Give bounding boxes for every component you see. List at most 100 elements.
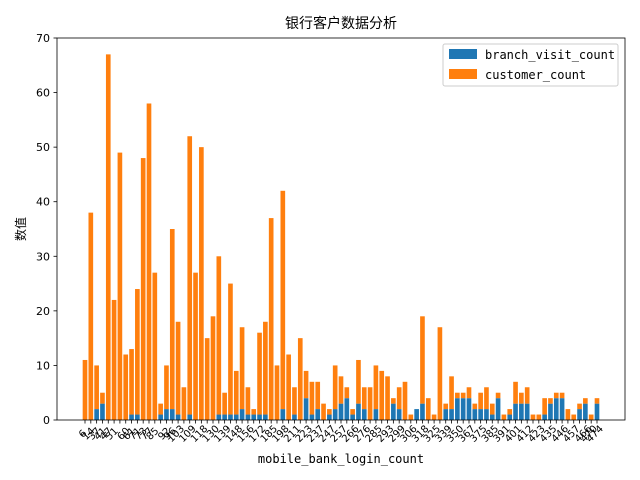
bar-customer-count	[158, 403, 163, 415]
bar-customer-count	[274, 365, 280, 420]
bar-customer-count	[553, 392, 559, 399]
bar-branch-visit-count	[420, 403, 425, 420]
bar-branch-visit-count	[484, 409, 489, 420]
bar-branch-visit-count	[280, 409, 286, 420]
legend-swatch-customer-count	[449, 69, 477, 79]
bar-customer-count	[356, 359, 361, 404]
bar-branch-visit-count	[94, 409, 99, 420]
bar-customer-count	[263, 321, 268, 415]
bar-branch-visit-count	[472, 409, 478, 420]
bar-customer-count	[519, 392, 524, 404]
bar-branch-visit-count	[129, 414, 134, 420]
bar-customer-count	[233, 370, 239, 415]
bar-customer-count	[588, 414, 594, 420]
bar-customer-count	[344, 387, 350, 399]
bar-customer-count	[327, 409, 332, 415]
bar-customer-count	[140, 158, 146, 420]
bar-customer-count	[542, 398, 547, 415]
bar-branch-visit-count	[309, 414, 315, 420]
bar-branch-visit-count	[594, 403, 600, 420]
bar-customer-count	[431, 414, 437, 420]
bar-branch-visit-count	[478, 409, 483, 420]
bar-customer-count	[286, 354, 291, 420]
bar-customer-count	[82, 359, 88, 420]
y-tick-label: 0	[43, 414, 50, 427]
bar-customer-count	[402, 381, 408, 420]
bar-customer-count	[565, 409, 571, 420]
bar-branch-visit-count	[245, 414, 251, 420]
bar-customer-count	[292, 387, 297, 415]
bar-branch-visit-count	[583, 403, 588, 420]
bar-customer-count	[373, 365, 379, 410]
bar-branch-visit-count	[239, 409, 245, 420]
bar-customer-count	[391, 398, 396, 404]
bar-branch-visit-count	[548, 403, 553, 420]
bar-customer-count	[268, 218, 274, 420]
bar-customer-count	[420, 316, 425, 404]
bar-customer-count	[332, 365, 338, 410]
bar-customer-count	[449, 376, 454, 410]
bar-customer-count	[583, 398, 588, 404]
y-tick-label: 60	[36, 87, 50, 100]
bar-customer-count	[536, 414, 542, 420]
bar-branch-visit-count	[460, 398, 466, 420]
bar-branch-visit-count	[373, 409, 379, 420]
bar-customer-count	[350, 409, 355, 415]
bars-group	[82, 54, 600, 421]
bar-customer-count	[94, 365, 99, 410]
bar-customer-count	[193, 272, 198, 420]
bar-customer-count	[501, 414, 507, 420]
bar-customer-count	[484, 387, 489, 410]
bar-branch-visit-count	[449, 409, 454, 420]
bar-customer-count	[187, 136, 193, 415]
bar-customer-count	[181, 387, 187, 420]
legend-label-customer-count: customer_count	[485, 68, 586, 82]
bar-branch-visit-count	[169, 409, 175, 420]
bar-customer-count	[455, 392, 460, 399]
bar-customer-count	[315, 381, 321, 410]
bar-customer-count	[478, 392, 483, 410]
bar-branch-visit-count	[559, 398, 565, 420]
bar-customer-count	[472, 403, 478, 410]
bar-customer-count	[425, 398, 431, 420]
bar-branch-visit-count	[187, 414, 193, 420]
bar-branch-visit-count	[222, 414, 227, 420]
bar-branch-visit-count	[251, 414, 257, 420]
bar-branch-visit-count	[519, 403, 524, 420]
x-axis-label: mobile_bank_login_count	[258, 452, 424, 466]
bar-customer-count	[303, 370, 309, 399]
bar-customer-count	[152, 272, 158, 420]
bar-customer-count	[361, 387, 367, 410]
bar-branch-visit-count	[361, 409, 367, 420]
y-tick-label: 30	[36, 250, 50, 263]
y-axis-ticks: 0 10 20 30 40 50 60 70	[36, 32, 57, 427]
bar-customer-count	[577, 403, 582, 410]
legend-box	[442, 43, 619, 87]
y-tick-label: 70	[36, 32, 50, 45]
bar-branch-visit-count	[303, 398, 309, 420]
bar-branch-visit-count	[344, 398, 350, 420]
bar-branch-visit-count	[495, 398, 501, 420]
bar-branch-visit-count	[414, 409, 419, 420]
bar-customer-count	[146, 103, 152, 421]
chart-title: 银行客户数据分析	[285, 15, 397, 32]
bar-customer-count	[385, 376, 390, 420]
bar-branch-visit-count	[350, 414, 355, 420]
bar-customer-count	[594, 398, 600, 404]
bar-branch-visit-count	[233, 414, 239, 420]
bar-branch-visit-count	[553, 398, 559, 420]
bar-customer-count	[228, 283, 233, 415]
bar-branch-visit-count	[135, 414, 140, 420]
bar-customer-count	[489, 403, 495, 415]
bar-customer-count	[100, 392, 105, 404]
bar-customer-count	[210, 316, 216, 420]
bar-customer-count	[222, 392, 227, 415]
bar-branch-visit-count	[292, 414, 297, 420]
bar-customer-count	[251, 409, 257, 415]
bar-branch-visit-count	[263, 414, 268, 420]
bar-customer-count	[466, 387, 472, 399]
bar-branch-visit-count	[443, 409, 449, 420]
bar-customer-count	[123, 354, 129, 420]
bar-branch-visit-count	[507, 414, 513, 420]
bar-customer-count	[379, 370, 385, 420]
